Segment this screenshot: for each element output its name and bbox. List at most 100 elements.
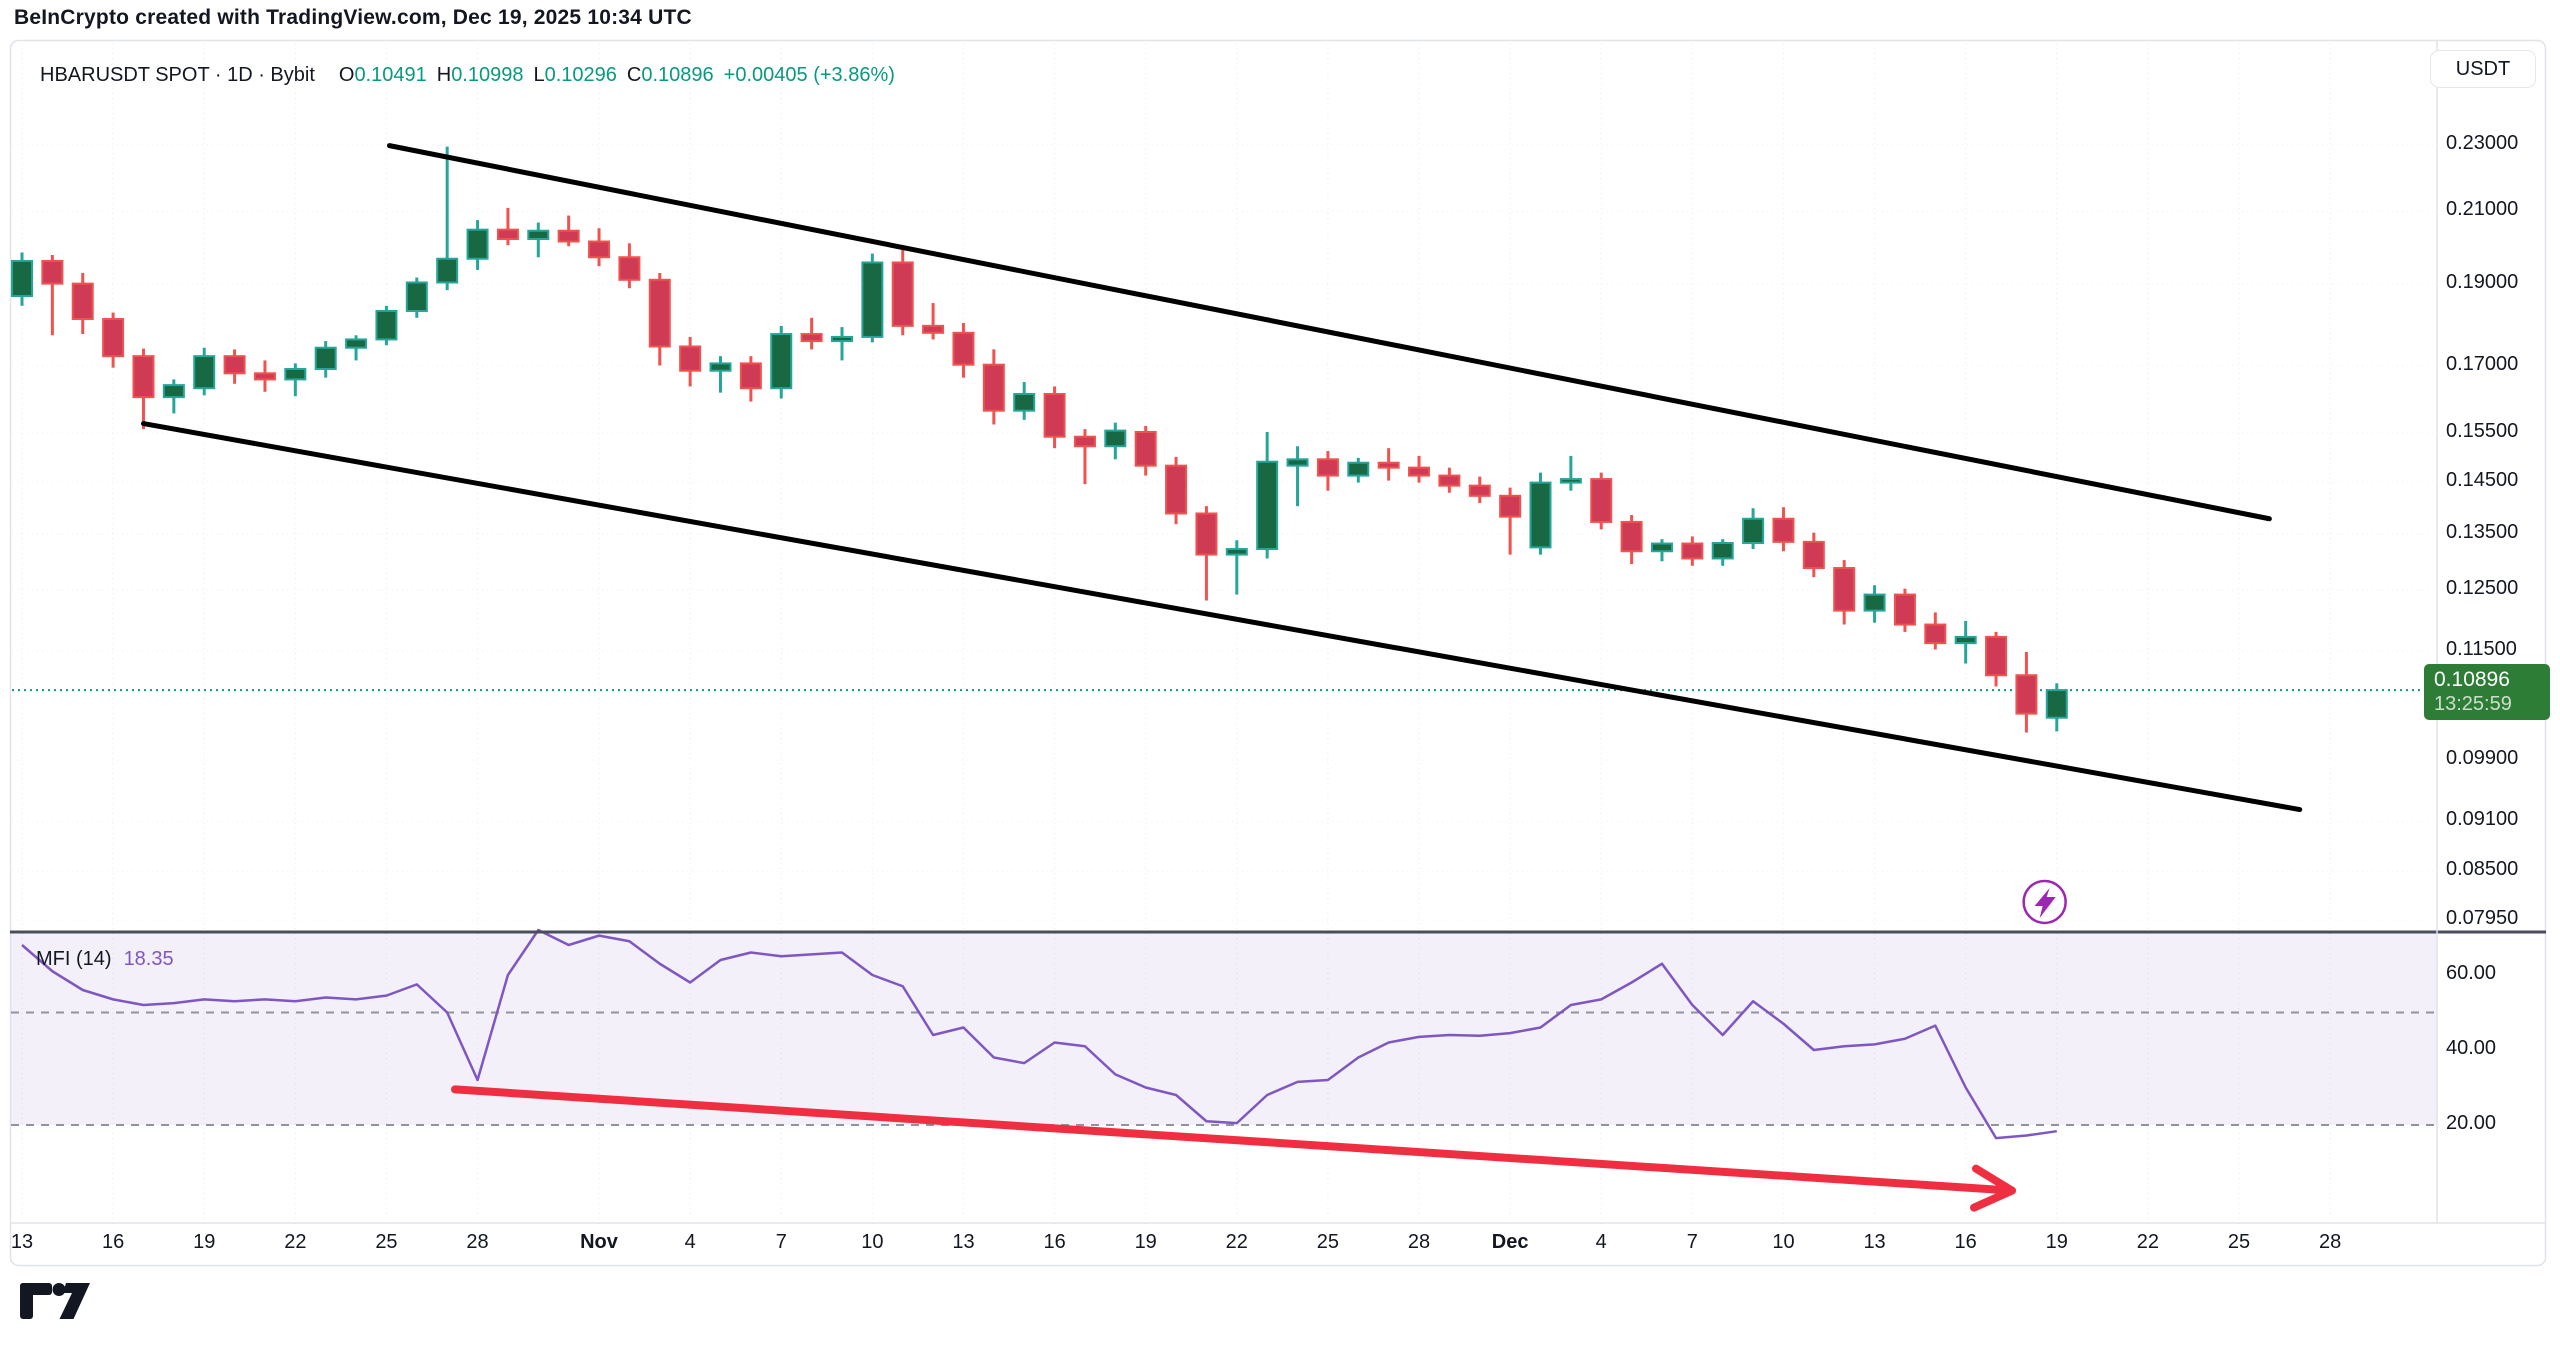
close-label: C — [626, 64, 642, 86]
symbol-title: HBARUSDT SPOT · 1D · Bybit — [40, 64, 315, 86]
candle-body — [2015, 674, 2038, 715]
candle-body — [527, 229, 550, 240]
mfi-indicator-legend[interactable]: MFI (14) 18.35 — [36, 948, 174, 971]
candle-body — [709, 362, 732, 372]
time-tick-label[interactable]: 7 — [775, 1231, 787, 1253]
candle-body — [1286, 458, 1309, 467]
candle-body — [2045, 689, 2068, 719]
candle-body — [1468, 484, 1491, 497]
time-tick-label[interactable]: 28 — [466, 1231, 489, 1253]
open-value: 0.10491 — [354, 64, 427, 86]
candle-body — [405, 281, 428, 312]
time-tick-label[interactable]: 13 — [10, 1231, 34, 1253]
candle-body — [1742, 517, 1765, 544]
price-tick-label[interactable]: 0.15500 — [2446, 419, 2519, 442]
candle-body — [1408, 466, 1431, 477]
price-tick-label[interactable]: 0.12500 — [2446, 576, 2519, 599]
currency-usdt-button[interactable]: USDT — [2430, 50, 2536, 88]
time-tick-label[interactable]: Dec — [1491, 1231, 1529, 1253]
mfi-tick-label[interactable]: 20.00 — [2446, 1112, 2497, 1134]
price-tick-label[interactable]: 0.17000 — [2446, 352, 2519, 375]
candle-body — [982, 363, 1005, 412]
price-tick-label[interactable]: 0.08500 — [2446, 858, 2519, 881]
candle-body — [314, 346, 337, 370]
channel-lower-trendline[interactable] — [140, 421, 2303, 813]
time-tick-label[interactable]: 16 — [1954, 1231, 1977, 1253]
candle-body — [1924, 623, 1947, 645]
time-tick-label[interactable]: 19 — [1134, 1231, 1157, 1253]
price-tick-label[interactable]: 0.07950 — [2446, 907, 2519, 930]
candle-body — [1316, 458, 1339, 477]
time-tick-label[interactable]: 10 — [861, 1231, 884, 1253]
time-tick-label[interactable]: 22 — [284, 1231, 307, 1253]
high-label: H — [436, 64, 452, 86]
candle-body — [952, 331, 975, 366]
candle-body — [1833, 567, 1856, 612]
mfi-value: 18.35 — [123, 948, 174, 970]
time-tick-label[interactable]: 4 — [684, 1231, 696, 1253]
candle-body — [800, 333, 823, 343]
candle-body — [1650, 542, 1673, 553]
candle-body — [496, 228, 519, 240]
candle-body — [1711, 541, 1734, 560]
price-tick-label[interactable]: 0.21000 — [2446, 198, 2519, 221]
mfi-label: MFI (14) — [36, 948, 112, 970]
candle-body — [1802, 540, 1825, 570]
time-tick-label[interactable]: 19 — [193, 1231, 216, 1253]
bar-countdown: 13:25:59 — [2434, 693, 2512, 715]
candle-body — [1438, 474, 1461, 487]
candle-body — [1529, 481, 1552, 549]
candle-body — [1225, 548, 1248, 556]
candle-body — [436, 257, 459, 284]
low-label: L — [533, 64, 545, 86]
candle-body — [1590, 478, 1613, 523]
candle-body — [253, 372, 276, 381]
price-tick-label[interactable]: 0.23000 — [2446, 132, 2519, 154]
time-tick-label[interactable]: 22 — [2136, 1231, 2160, 1253]
candle-body — [223, 355, 246, 375]
time-tick-label[interactable]: Nov — [580, 1231, 618, 1253]
time-tick-label[interactable]: 19 — [2045, 1231, 2068, 1253]
price-tick-label[interactable]: 0.09900 — [2446, 747, 2519, 770]
time-tick-label[interactable]: 13 — [952, 1231, 975, 1253]
channel-upper-trendline[interactable] — [386, 143, 2272, 522]
price-tick-label[interactable]: 0.19000 — [2446, 271, 2519, 294]
time-tick-label[interactable]: 10 — [1772, 1231, 1795, 1253]
mfi-downtrend-arrow[interactable] — [451, 1085, 2016, 1195]
candle-body — [375, 309, 398, 341]
candle-body — [1134, 430, 1157, 467]
time-tick-label[interactable]: 16 — [1043, 1231, 1066, 1253]
candle-body — [618, 256, 641, 281]
candle-body — [1499, 494, 1522, 518]
mfi-tick-label[interactable]: 40.00 — [2446, 1037, 2497, 1059]
price-tick-label[interactable]: 0.14500 — [2446, 468, 2519, 491]
close-value: 0.10896 — [641, 64, 714, 86]
time-tick-label[interactable]: 28 — [1407, 1231, 1431, 1253]
mfi-tick-label[interactable]: 60.00 — [2446, 962, 2497, 984]
candle-body — [1620, 520, 1643, 553]
time-tick-label[interactable]: 25 — [1316, 1231, 1340, 1253]
candle-body — [11, 259, 33, 298]
time-tick-label[interactable]: 25 — [2227, 1231, 2251, 1253]
time-tick-label[interactable]: 22 — [1225, 1231, 1248, 1253]
time-tick-label[interactable]: 16 — [101, 1231, 125, 1253]
price-tick-label[interactable]: 0.13500 — [2446, 520, 2519, 543]
price-tick-label[interactable]: 0.09100 — [2446, 808, 2519, 831]
candle-body — [132, 355, 155, 399]
low-value: 0.10296 — [544, 64, 617, 86]
candle-body — [1043, 392, 1066, 438]
time-tick-label[interactable]: 13 — [1863, 1231, 1886, 1253]
time-tick-label[interactable]: 7 — [1686, 1231, 1698, 1253]
candle-body — [193, 355, 216, 390]
time-tick-label[interactable]: 4 — [1595, 1231, 1607, 1253]
price-tick-label[interactable]: 0.11500 — [2446, 637, 2517, 660]
candle-body — [1256, 460, 1279, 551]
candle-body — [770, 333, 793, 390]
time-tick-label[interactable]: 28 — [2318, 1231, 2342, 1253]
candle-body — [1772, 517, 1795, 543]
lightning-bolt-glyph — [2034, 887, 2056, 918]
time-tick-label[interactable]: 25 — [375, 1231, 398, 1253]
footer-bar: TradingView — [0, 1272, 2560, 1347]
